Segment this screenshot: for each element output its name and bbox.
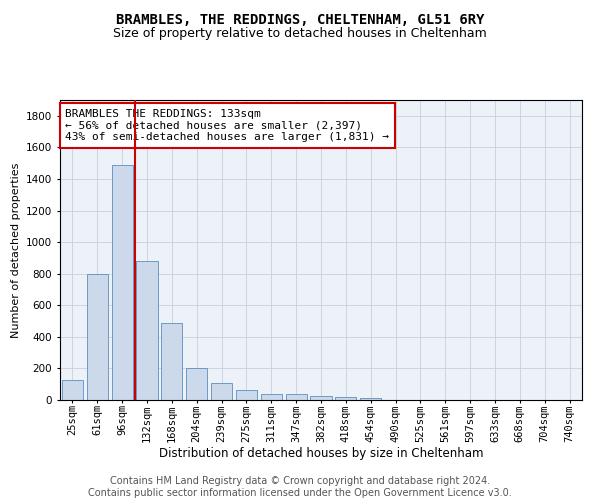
Text: Size of property relative to detached houses in Cheltenham: Size of property relative to detached ho… xyxy=(113,28,487,40)
Bar xyxy=(335,396,356,400)
Text: Contains HM Land Registry data © Crown copyright and database right 2024.
Contai: Contains HM Land Registry data © Crown c… xyxy=(88,476,512,498)
Bar xyxy=(261,394,282,400)
Bar xyxy=(62,380,83,400)
Bar xyxy=(211,384,232,400)
X-axis label: Distribution of detached houses by size in Cheltenham: Distribution of detached houses by size … xyxy=(159,447,483,460)
Bar xyxy=(360,398,381,400)
Bar xyxy=(236,390,257,400)
Bar xyxy=(136,261,158,400)
Bar xyxy=(112,164,133,400)
Bar xyxy=(186,368,207,400)
Bar xyxy=(310,396,332,400)
Text: BRAMBLES, THE REDDINGS, CHELTENHAM, GL51 6RY: BRAMBLES, THE REDDINGS, CHELTENHAM, GL51… xyxy=(116,12,484,26)
Bar xyxy=(87,274,108,400)
Y-axis label: Number of detached properties: Number of detached properties xyxy=(11,162,20,338)
Bar xyxy=(286,394,307,400)
Bar xyxy=(161,322,182,400)
Text: BRAMBLES THE REDDINGS: 133sqm
← 56% of detached houses are smaller (2,397)
43% o: BRAMBLES THE REDDINGS: 133sqm ← 56% of d… xyxy=(65,109,389,142)
